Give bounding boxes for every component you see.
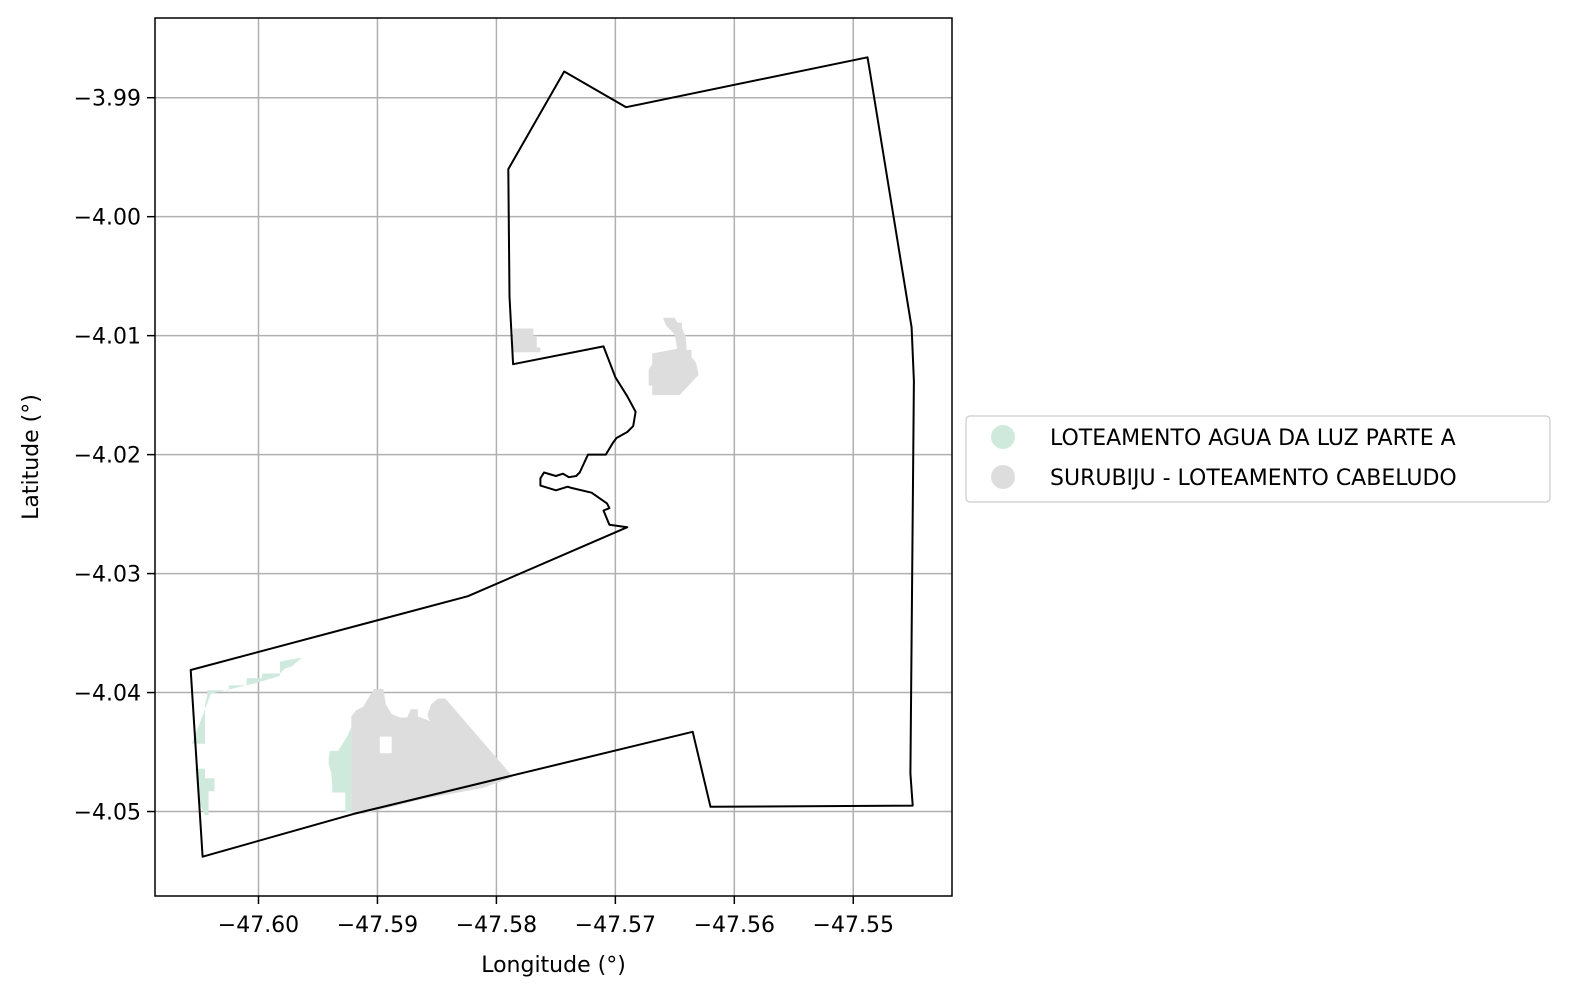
parcel-area-1 [648,317,699,396]
study-area-boundary [189,56,915,858]
x-tick-label: −47.56 [694,913,775,938]
legend-marker-surubiju [991,465,1015,489]
y-axis-title: Latitude (°) [19,394,44,520]
x-tick-label: −47.59 [337,913,418,938]
x-tick-label: −47.58 [456,913,537,938]
boundary-layer [189,56,915,858]
legend-label-agua-da-luz: LOTEAMENTO AGUA DA LUZ PARTE A [1050,426,1456,451]
x-axis-title: Longitude (°) [481,953,626,978]
legend-label-surubiju: SURUBIJU - LOTEAMENTO CABELUDO [1050,466,1457,491]
x-tick-label: −47.55 [813,913,894,938]
y-tick-label: −4.05 [74,801,141,826]
parcel-areas [191,317,699,816]
x-tick-label: −47.57 [575,913,656,938]
y-tick-label: −4.01 [74,325,141,350]
parcel-area-0 [513,328,541,353]
parcel-hole-0 [379,736,392,754]
x-tick-label: −47.60 [218,913,299,938]
y-tick-label: −4.02 [74,444,141,469]
y-tick-label: −4.04 [74,682,141,707]
y-tick-label: −4.03 [74,563,141,588]
y-axis-ticks: −3.99 −4.00 −4.01 −4.02 −4.03 −4.04 −4.05 [74,87,155,826]
legend-box [965,415,1551,503]
y-tick-label: −3.99 [74,87,141,112]
parcel-area-3 [328,727,352,813]
plot-frame [154,17,953,897]
parcel-holes [379,736,392,754]
parcel-area-5 [191,658,302,744]
legend: LOTEAMENTO AGUA DA LUZ PARTE A SURUBIJU … [965,415,1551,503]
parcel-area-2 [351,689,514,814]
x-axis-ticks: −47.60 −47.59 −47.58 −47.57 −47.56 −47.55 [218,896,894,938]
y-tick-label: −4.00 [74,206,141,231]
grid-lines [155,18,952,896]
plot-area [154,17,953,897]
legend-marker-agua-da-luz [991,425,1015,449]
